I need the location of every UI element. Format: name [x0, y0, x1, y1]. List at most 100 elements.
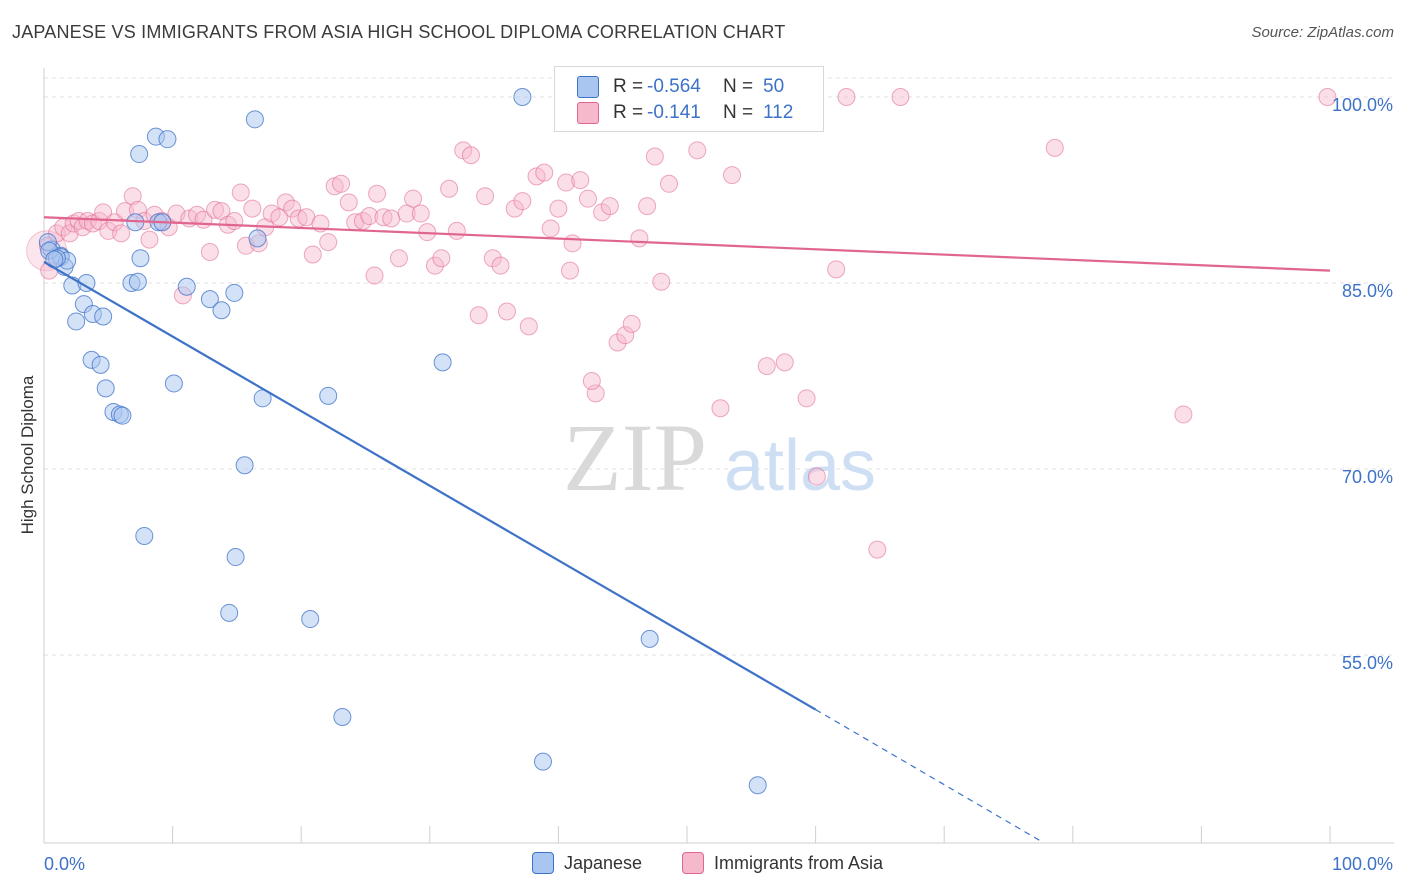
n-value: 112 — [763, 102, 794, 123]
data-point — [1045, 138, 1064, 157]
swatch-immigrants — [577, 102, 599, 124]
data-point — [425, 256, 444, 275]
data-point — [332, 174, 351, 193]
trend-lines — [43, 216, 1331, 842]
trend-line-japanese — [43, 260, 817, 711]
data-point — [600, 197, 619, 216]
legend-row-immigrants: R = -0.141 N = 112 — [577, 102, 793, 124]
data-point — [640, 629, 659, 648]
data-point — [560, 261, 579, 280]
data-point — [513, 192, 532, 211]
n-label: N = — [723, 76, 754, 97]
data-point — [432, 249, 451, 268]
data-point — [96, 379, 115, 398]
y-tick-label: 85.0% — [1342, 281, 1393, 301]
trend-line-japanese-extension — [815, 709, 1041, 842]
data-point — [131, 249, 150, 268]
data-point — [177, 277, 196, 296]
data-point — [130, 145, 149, 164]
data-point — [513, 88, 532, 106]
data-point — [476, 187, 495, 206]
data-point — [301, 610, 320, 629]
data-point — [339, 193, 358, 212]
data-point — [404, 189, 423, 208]
data-point — [94, 307, 113, 326]
r-label: R = — [613, 102, 644, 123]
data-point — [563, 234, 582, 253]
data-point — [659, 174, 678, 193]
data-point — [645, 147, 664, 166]
data-point — [519, 317, 538, 336]
trend-line-immigrants — [43, 216, 1331, 272]
data-point — [630, 229, 649, 248]
data-point — [283, 199, 302, 218]
legend-swatch-japanese — [532, 852, 554, 874]
data-point — [433, 353, 452, 372]
data-point — [757, 357, 776, 376]
swatch-japanese — [577, 76, 599, 98]
data-point — [533, 752, 552, 771]
tick-labels: 55.0% 70.0% 85.0% 100.0% 0.0% 100.0% — [44, 95, 1393, 874]
data-point — [411, 204, 430, 223]
chart-title: JAPANESE VS IMMIGRANTS FROM ASIA HIGH SC… — [12, 22, 786, 42]
data-point — [128, 272, 147, 291]
data-point — [67, 312, 86, 331]
data-point — [389, 249, 408, 268]
data-point — [1318, 88, 1337, 106]
data-point — [557, 173, 576, 192]
data-point — [688, 141, 707, 160]
legend-item-immigrants[interactable]: Immigrants from Asia — [682, 852, 883, 874]
data-point — [578, 189, 597, 208]
data-point — [200, 290, 219, 309]
data-point — [797, 389, 816, 408]
y-tick-label: 100.0% — [1332, 95, 1393, 115]
data-point — [245, 110, 264, 129]
data-point — [360, 207, 379, 226]
data-point — [333, 708, 352, 726]
data-point — [243, 199, 262, 218]
data-point — [206, 200, 225, 219]
n-value: 50 — [763, 76, 785, 97]
legend-row-japanese: R = -0.564 N = 50 — [577, 76, 784, 98]
r-value: -0.564 — [647, 76, 701, 97]
data-point — [235, 456, 254, 475]
watermark-atlas: atlas — [724, 426, 876, 506]
data-point — [365, 266, 384, 285]
legend-item-japanese[interactable]: Japanese — [532, 852, 642, 874]
data-point — [497, 302, 516, 321]
data-point — [105, 213, 124, 232]
data-point — [91, 355, 110, 374]
gridlines — [44, 77, 1394, 656]
data-point — [368, 184, 387, 203]
data-point — [541, 219, 560, 238]
data-point — [549, 199, 568, 218]
data-point — [447, 221, 466, 240]
axes — [43, 68, 1394, 844]
data-point — [868, 540, 887, 559]
data-point — [303, 245, 322, 264]
correlation-legend: R = -0.564 N = 50 R = -0.141 N = 112 — [554, 66, 824, 132]
legend-swatch-immigrants — [682, 852, 704, 874]
data-point — [231, 183, 250, 202]
data-point — [652, 272, 671, 291]
data-point — [226, 548, 245, 567]
data-point — [225, 212, 244, 230]
data-point — [225, 283, 244, 302]
data-point — [837, 88, 856, 106]
data-point — [483, 249, 502, 268]
data-point — [382, 209, 401, 228]
data-point — [123, 187, 142, 206]
data-point — [220, 603, 239, 622]
data-point — [270, 208, 289, 227]
data-point — [158, 130, 177, 149]
data-point — [608, 333, 627, 352]
data-point — [164, 374, 183, 393]
data-point — [827, 260, 846, 279]
data-point — [397, 204, 416, 223]
data-point — [374, 208, 393, 227]
data-point — [212, 301, 231, 320]
legend-label-immigrants: Immigrants from Asia — [714, 852, 884, 873]
data-point — [461, 146, 480, 165]
data-point — [638, 197, 657, 216]
